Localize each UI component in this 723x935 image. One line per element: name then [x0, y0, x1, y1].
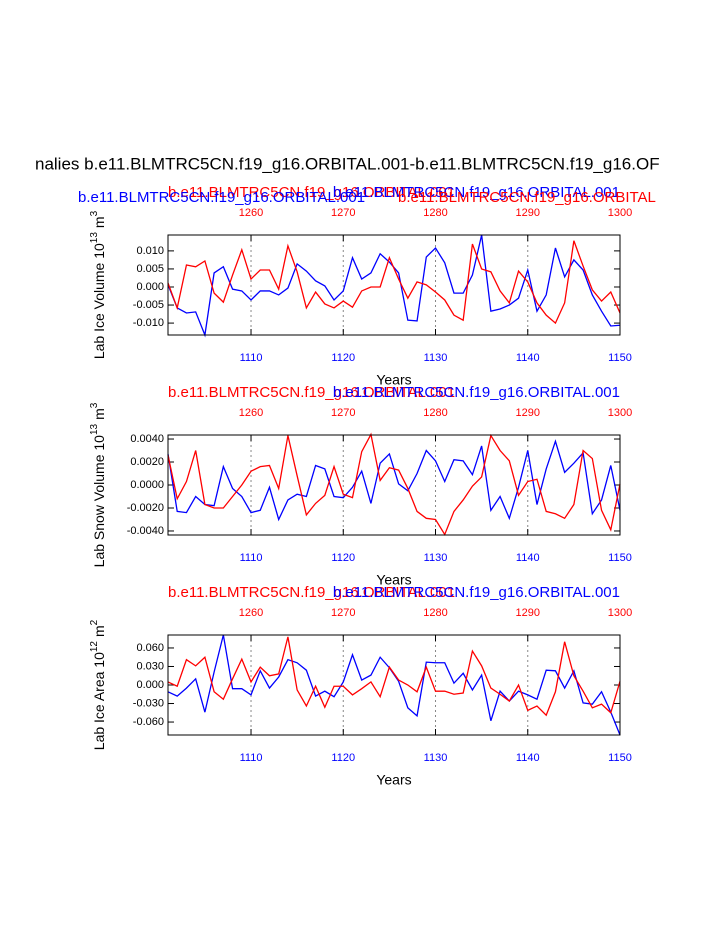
y-axis-label-exponent: 13 [89, 423, 100, 435]
x-axis-label: Years [376, 372, 411, 388]
x2-tick-label: 1270 [331, 607, 355, 619]
y-axis-label-part: m [91, 625, 107, 637]
y-axis-label-exponent: 12 [89, 641, 100, 653]
x2-tick-label: 1280 [423, 407, 447, 419]
x-tick-label: 1110 [240, 552, 263, 564]
y-tick-label: -0.010 [133, 317, 164, 329]
x-tick-label: 1150 [608, 352, 632, 364]
x-tick-label: 1140 [516, 352, 540, 364]
x2-tick-label: 1300 [608, 407, 632, 419]
y-tick-label: 0.010 [136, 245, 164, 257]
x2-tick-label: 1300 [608, 207, 632, 219]
y-axis-label: Lab Ice Volume 1013 m3 [89, 210, 107, 359]
plot-frame [167, 234, 621, 336]
y-tick-label: -0.0040 [127, 525, 164, 537]
x-tick-label: 1120 [331, 352, 355, 364]
y-tick-label: 0.000 [136, 281, 164, 293]
y-axis-label-exponent: 2 [89, 619, 100, 625]
y-tick-label: -0.060 [133, 716, 164, 728]
y-axis-label-exponent: 3 [89, 210, 100, 216]
left-string: b.e11.BLMTRC5CN.f19_g16.ORBITAL.001 [168, 384, 455, 401]
y-tick-label: 0.005 [136, 263, 164, 275]
y-axis-label-part: m [91, 216, 107, 228]
x-tick-label: 1130 [424, 352, 448, 364]
x-axis-label: Years [376, 772, 411, 788]
x2-tick-label: 1290 [516, 607, 540, 619]
x-axis-label: Years [376, 572, 411, 588]
x2-tick-label: 1300 [608, 607, 632, 619]
y-axis-label-part: m [91, 408, 107, 420]
x-tick-label: 1150 [608, 752, 632, 764]
series-line [167, 439, 621, 522]
x2-tick-label: 1270 [331, 407, 355, 419]
y-tick-label: 0.0020 [130, 456, 164, 468]
x-tick-label: 1130 [424, 552, 448, 564]
x2-tick-label: 1290 [516, 207, 540, 219]
y-axis-label-part: Lab Ice Area 10 [91, 652, 107, 750]
x2-tick-label: 1260 [239, 407, 263, 419]
y-axis-label: Lab Snow Volume 1013 m3 [89, 402, 107, 567]
x-tick-label: 1110 [240, 352, 263, 364]
y-axis-label-exponent: 3 [89, 402, 100, 408]
left-string: b.e11.BLMTRC5CN.f19_g16.ORBITAL.001 [168, 184, 455, 201]
x-tick-label: 1140 [516, 552, 540, 564]
x-tick-label: 1130 [424, 752, 448, 764]
plot-frame [167, 634, 621, 736]
x-tick-label: 1110 [240, 752, 263, 764]
right-string: b.e11.BLMTRC5CN.f19_g16.ORBITAL.001 [333, 184, 620, 201]
x2-tick-label: 1270 [331, 207, 355, 219]
y-tick-label: -0.005 [133, 299, 164, 311]
x2-tick-label: 1280 [423, 607, 447, 619]
y-tick-label: 0.030 [136, 660, 164, 672]
left-string: b.e11.BLMTRC5CN.f19_g16.ORBITAL.001 [168, 584, 455, 601]
x2-tick-label: 1260 [239, 207, 263, 219]
y-tick-label: 0.060 [136, 642, 164, 654]
y-axis-label-exponent: 13 [89, 232, 100, 244]
y-tick-label: -0.0020 [127, 502, 164, 514]
y-tick-label: 0.0000 [130, 479, 164, 491]
y-tick-label: 0.000 [136, 679, 164, 691]
x-tick-label: 1140 [516, 752, 540, 764]
series-line [167, 240, 621, 325]
y-axis-label-part: Lab Ice Volume 10 [91, 243, 107, 359]
x2-tick-label: 1260 [239, 607, 263, 619]
annotation: b.e11.BLMTRC5CN.f19_g16.ORBITAL [398, 189, 656, 206]
series-line [167, 636, 621, 717]
annotation: b.e11.BLMTRC5CN.f19_g16.ORBITAL.001 [78, 189, 365, 206]
y-tick-label: -0.030 [133, 697, 164, 709]
x-tick-label: 1150 [608, 552, 632, 564]
x-tick-label: 1120 [331, 552, 355, 564]
right-string: b.e11.BLMTRC5CN.f19_g16.ORBITAL.001 [333, 384, 620, 401]
x2-tick-label: 1280 [423, 207, 447, 219]
right-string: b.e11.BLMTRC5CN.f19_g16.ORBITAL.001 [333, 584, 620, 601]
y-axis-label: Lab Ice Area 1012 m2 [89, 619, 107, 750]
series-line [167, 634, 621, 736]
y-axis-label-part: Lab Snow Volume 10 [91, 435, 107, 568]
series-line [167, 432, 621, 536]
x2-tick-label: 1290 [516, 407, 540, 419]
y-tick-label: 0.0040 [130, 433, 164, 445]
page-title: nalies b.e11.BLMTRC5CN.f19_g16.ORBITAL.0… [35, 154, 660, 173]
x-tick-label: 1120 [331, 752, 355, 764]
plot-frame [167, 434, 621, 536]
